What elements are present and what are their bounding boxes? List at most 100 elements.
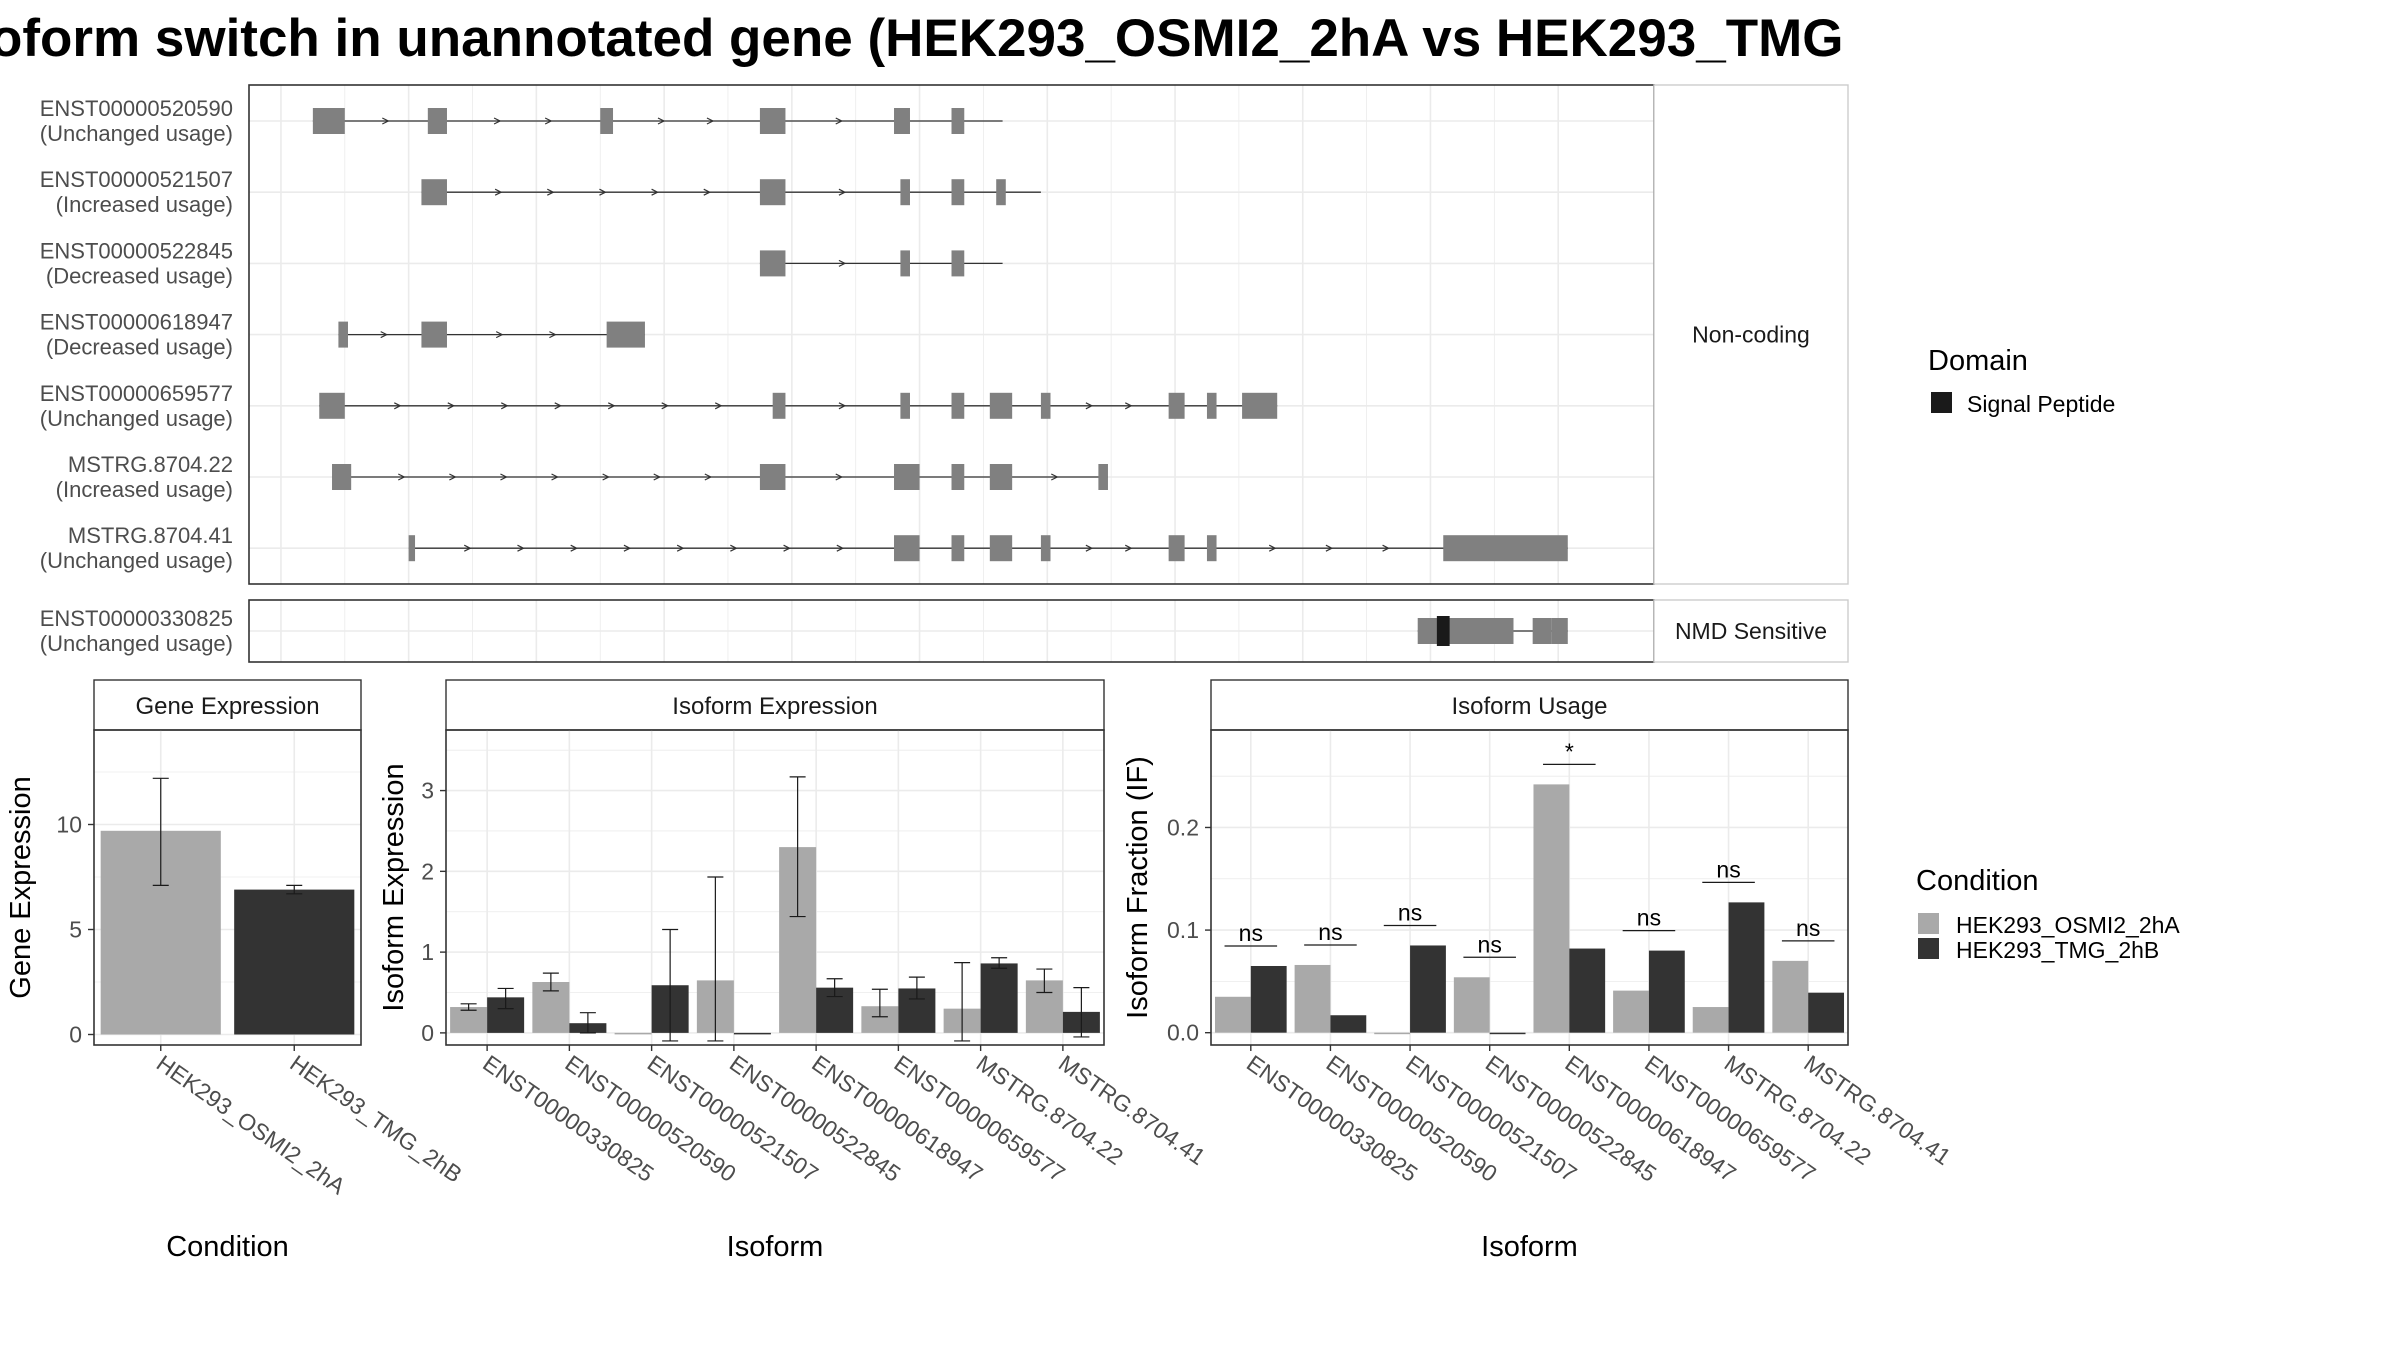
intron-direction-arrow <box>493 117 502 125</box>
intron-direction-arrow <box>730 544 738 552</box>
intron-direction-arrow <box>836 544 845 552</box>
intron-direction-arrow <box>494 188 503 196</box>
transcript-usage-label: (Unchanged usage) <box>40 548 233 573</box>
intron-direction-arrow <box>500 402 509 410</box>
exon <box>1443 535 1568 562</box>
exon <box>1206 392 1217 419</box>
facet-strip-label: NMD Sensitive <box>1675 618 1827 644</box>
exon <box>1417 618 1514 644</box>
exon <box>1532 618 1552 644</box>
bar <box>1294 964 1331 1033</box>
exon <box>606 321 645 348</box>
intron-direction-arrow <box>463 544 472 552</box>
significance-label: ns <box>1716 856 1740 882</box>
isoform-expression-chart: Isoform Expression0123ENST00000330825ENS… <box>378 679 1210 1263</box>
exon <box>1168 535 1185 562</box>
legend-title: Domain <box>1928 345 2028 377</box>
legend-swatch <box>1918 913 1939 934</box>
significance-label: ns <box>1478 931 1502 957</box>
bar <box>1728 902 1765 1033</box>
x-axis-title: Isoform <box>1481 1231 1578 1263</box>
intron-direction-arrow <box>554 402 563 410</box>
bar <box>1613 990 1649 1033</box>
intron-direction-arrow <box>551 473 559 481</box>
intron-direction-arrow <box>382 117 390 125</box>
facet-strip <box>93 679 362 731</box>
exon <box>319 392 345 419</box>
intron-direction-arrow <box>623 544 632 552</box>
exon <box>312 108 345 134</box>
bar <box>980 963 1018 1033</box>
y-axis-title: Gene Expression <box>5 776 37 998</box>
transcript-structure-panel: ENST00000520590(Unchanged usage)ENST0000… <box>40 84 1849 663</box>
exon <box>408 535 416 562</box>
exon <box>772 392 786 419</box>
domain-legend: Domain Signal Peptide <box>1928 345 2115 417</box>
exon <box>1206 535 1217 562</box>
transcript-usage-label: (Decreased usage) <box>46 263 233 288</box>
exon <box>996 179 1006 206</box>
y-tick-label: 5 <box>69 917 82 943</box>
exon <box>1040 535 1051 562</box>
chart-title: Isoform Expression <box>672 693 877 720</box>
legend-swatch <box>1931 392 1952 413</box>
exon <box>894 535 920 562</box>
figure-title: oform switch in unannotated gene (HEK293… <box>0 9 1843 68</box>
y-tick-label: 0.0 <box>1167 1020 1199 1046</box>
exon <box>951 250 965 277</box>
transcript-usage-label: (Unchanged usage) <box>40 406 233 431</box>
intron-direction-arrow <box>607 402 616 410</box>
exon <box>900 179 910 206</box>
intron-direction-arrow <box>394 402 402 410</box>
exon <box>951 179 965 206</box>
x-axis-title: Isoform <box>727 1231 824 1263</box>
intron-direction-arrow <box>704 473 713 481</box>
facet-strip <box>445 679 1105 731</box>
legend-label: Signal Peptide <box>1967 391 2115 417</box>
legend-label: HEK293_TMG_2hB <box>1956 937 2159 963</box>
exon <box>951 535 965 562</box>
intron-direction-arrow <box>602 473 610 481</box>
legend-label: HEK293_OSMI2_2hA <box>1956 912 2180 938</box>
intron-direction-arrow <box>570 544 579 552</box>
exon <box>900 392 910 419</box>
transcript-id-label: ENST00000659577 <box>40 381 233 406</box>
legend-swatch <box>1918 938 1939 959</box>
intron-direction-arrow <box>661 402 670 410</box>
y-tick-label: 3 <box>421 778 434 804</box>
bar <box>733 1032 771 1035</box>
bar <box>1250 965 1287 1033</box>
intron-direction-arrow <box>838 259 847 267</box>
y-tick-label: 0.1 <box>1167 917 1199 943</box>
transcript-usage-label: (Increased usage) <box>56 192 233 217</box>
intron-direction-arrow <box>549 331 557 339</box>
panel-border <box>445 729 1105 1046</box>
intron-direction-arrow <box>398 473 406 481</box>
transcript-id-label: ENST00000618947 <box>40 310 233 335</box>
bar <box>1453 977 1490 1033</box>
exon <box>600 108 614 134</box>
intron-direction-arrow <box>1382 544 1390 552</box>
intron-direction-arrow <box>500 473 508 481</box>
chart-title: Gene Expression <box>135 693 319 720</box>
intron-direction-arrow <box>838 188 847 196</box>
y-tick-label: 1 <box>421 939 434 965</box>
exon <box>951 464 965 490</box>
y-tick-label: 10 <box>56 812 82 838</box>
bar <box>614 1032 652 1035</box>
exon <box>1098 464 1108 490</box>
exon <box>427 108 447 134</box>
exon <box>951 108 965 134</box>
significance-label: ns <box>1239 920 1263 946</box>
transcript-id-label: ENST00000521507 <box>40 167 233 192</box>
bar <box>234 889 355 1035</box>
intron-direction-arrow <box>495 331 504 339</box>
exon <box>759 250 786 277</box>
facet-strip <box>1653 84 1849 585</box>
intron-direction-arrow <box>544 117 553 125</box>
exon <box>1040 392 1051 419</box>
bar <box>450 1007 488 1033</box>
